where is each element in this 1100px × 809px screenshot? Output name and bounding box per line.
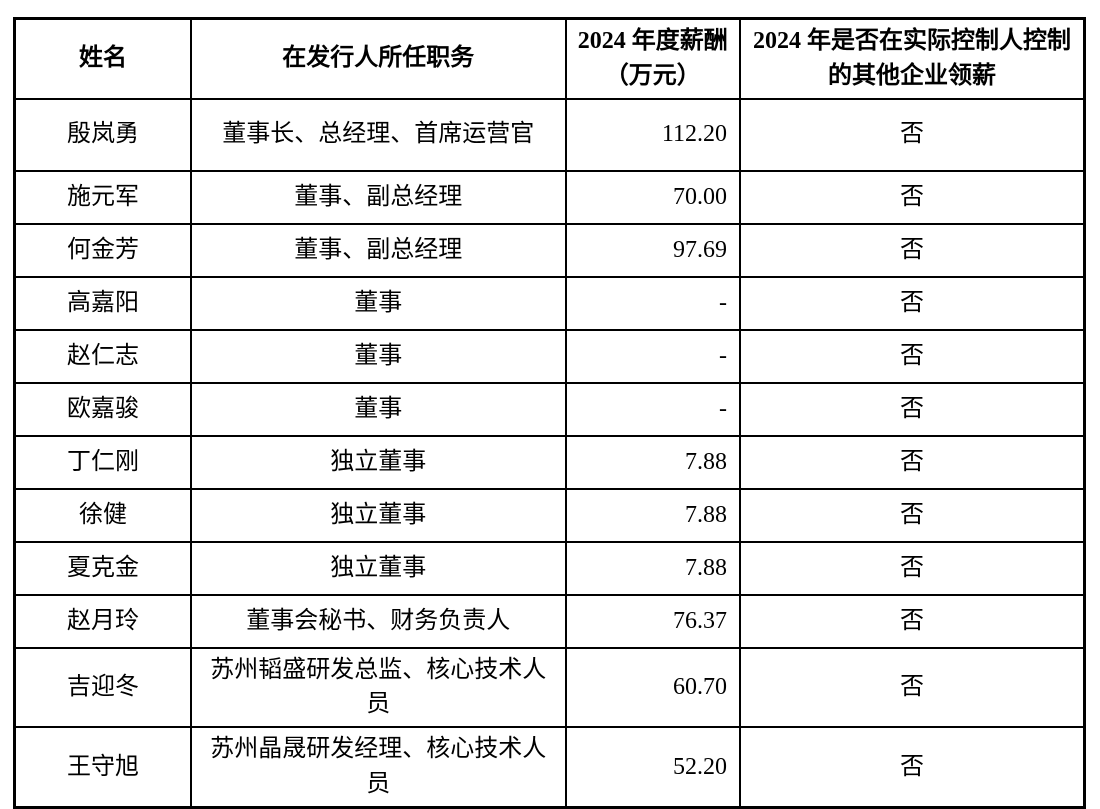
other-company-pay-cell: 否 xyxy=(738,726,1086,809)
name-cell: 赵仁志 xyxy=(13,328,193,384)
name-cell: 丁仁刚 xyxy=(13,434,193,490)
other-company-pay-cell: 否 xyxy=(738,593,1086,649)
other-company-pay-cell: 否 xyxy=(738,328,1086,384)
salary-cell: 97.69 xyxy=(564,222,741,278)
other-company-pay-cell: 否 xyxy=(738,275,1086,331)
position-cell: 董事 xyxy=(190,328,567,384)
position-cell: 苏州韬盛研发总监、核心技术人员 xyxy=(190,646,567,729)
salary-cell: - xyxy=(564,381,741,437)
name-cell: 何金芳 xyxy=(13,222,193,278)
position-cell: 董事、副总经理 xyxy=(190,222,567,278)
table-row: 施元军 董事、副总经理 70.00 否 xyxy=(13,169,1086,225)
salary-cell: 7.88 xyxy=(564,540,741,596)
salary-cell: - xyxy=(564,275,741,331)
name-cell: 王守旭 xyxy=(13,726,193,809)
other-company-pay-cell: 否 xyxy=(738,381,1086,437)
name-cell: 吉迎冬 xyxy=(13,646,193,729)
other-company-pay-cell: 否 xyxy=(738,487,1086,543)
table-row: 殷岚勇 董事长、总经理、首席运营官 112.20 否 xyxy=(13,97,1086,172)
other-company-pay-cell: 否 xyxy=(738,540,1086,596)
header-other-company-pay: 2024 年是否在实际控制人控制的其他企业领薪 xyxy=(738,17,1086,100)
salary-cell: 76.37 xyxy=(564,593,741,649)
table-row: 赵月玲 董事会秘书、财务负责人 76.37 否 xyxy=(13,593,1086,649)
position-cell: 董事、副总经理 xyxy=(190,169,567,225)
compensation-table: 姓名 在发行人所任职务 2024 年度薪酬（万元） 2024 年是否在实际控制人… xyxy=(13,17,1086,809)
position-cell: 独立董事 xyxy=(190,434,567,490)
position-cell: 董事长、总经理、首席运营官 xyxy=(190,97,567,172)
position-cell: 独立董事 xyxy=(190,487,567,543)
other-company-pay-cell: 否 xyxy=(738,169,1086,225)
name-cell: 夏克金 xyxy=(13,540,193,596)
document-page: 姓名 在发行人所任职务 2024 年度薪酬（万元） 2024 年是否在实际控制人… xyxy=(13,17,1086,809)
table-body: 殷岚勇 董事长、总经理、首席运营官 112.20 否施元军 董事、副总经理 70.00 否何… xyxy=(13,97,1086,809)
other-company-pay-cell: 否 xyxy=(738,222,1086,278)
table-row: 丁仁刚 独立董事 7.88 否 xyxy=(13,434,1086,490)
table-row: 吉迎冬 苏州韬盛研发总监、核心技术人员 60.70 否 xyxy=(13,646,1086,729)
name-cell: 高嘉阳 xyxy=(13,275,193,331)
table-row: 欧嘉骏 董事 - 否 xyxy=(13,381,1086,437)
table-row: 王守旭 苏州晶晟研发经理、核心技术人员 52.20 否 xyxy=(13,726,1086,809)
header-position: 在发行人所任职务 xyxy=(190,17,567,100)
other-company-pay-cell: 否 xyxy=(738,97,1086,172)
salary-cell: 52.20 xyxy=(564,726,741,809)
position-cell: 董事 xyxy=(190,381,567,437)
salary-cell: 60.70 xyxy=(564,646,741,729)
other-company-pay-cell: 否 xyxy=(738,646,1086,729)
name-cell: 施元军 xyxy=(13,169,193,225)
table-row: 徐健 独立董事 7.88 否 xyxy=(13,487,1086,543)
table-row: 夏克金 独立董事 7.88 否 xyxy=(13,540,1086,596)
name-cell: 殷岚勇 xyxy=(13,97,193,172)
salary-cell: 112.20 xyxy=(564,97,741,172)
name-cell: 赵月玲 xyxy=(13,593,193,649)
table-header: 姓名 在发行人所任职务 2024 年度薪酬（万元） 2024 年是否在实际控制人… xyxy=(13,17,1086,100)
table-row: 高嘉阳 董事 - 否 xyxy=(13,275,1086,331)
table-row: 赵仁志 董事 - 否 xyxy=(13,328,1086,384)
header-name: 姓名 xyxy=(13,17,193,100)
salary-cell: 70.00 xyxy=(564,169,741,225)
table-row: 何金芳 董事、副总经理 97.69 否 xyxy=(13,222,1086,278)
name-cell: 欧嘉骏 xyxy=(13,381,193,437)
position-cell: 董事 xyxy=(190,275,567,331)
position-cell: 董事会秘书、财务负责人 xyxy=(190,593,567,649)
other-company-pay-cell: 否 xyxy=(738,434,1086,490)
salary-cell: - xyxy=(564,328,741,384)
header-salary: 2024 年度薪酬（万元） xyxy=(564,17,741,100)
name-cell: 徐健 xyxy=(13,487,193,543)
position-cell: 苏州晶晟研发经理、核心技术人员 xyxy=(190,726,567,809)
position-cell: 独立董事 xyxy=(190,540,567,596)
header-row: 姓名 在发行人所任职务 2024 年度薪酬（万元） 2024 年是否在实际控制人… xyxy=(13,17,1086,100)
salary-cell: 7.88 xyxy=(564,434,741,490)
salary-cell: 7.88 xyxy=(564,487,741,543)
